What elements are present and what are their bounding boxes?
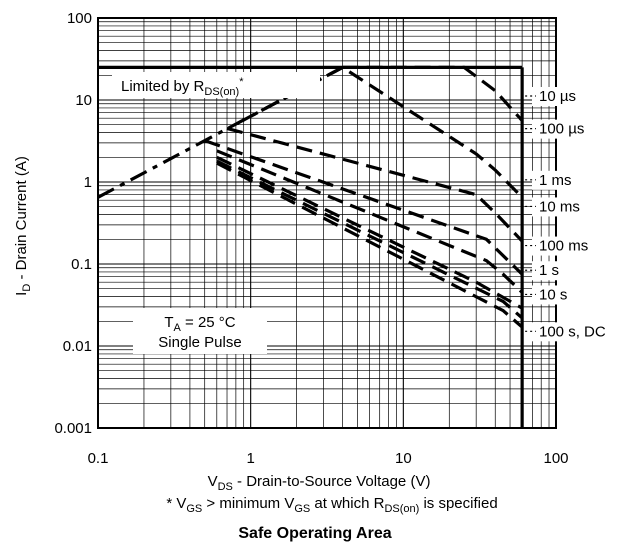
curve-label-bg — [532, 197, 620, 217]
chart-title: Safe Operating Area — [238, 525, 391, 542]
curve-label-bg — [532, 170, 620, 190]
soa-curve — [216, 159, 524, 320]
curve-label: 1 ms — [539, 172, 572, 189]
conditions-line1: TA = 25 °C — [164, 314, 235, 334]
curves — [97, 65, 524, 329]
curve-label: 100 ms — [539, 238, 588, 255]
footnote: * VGS > minimum VGS at which RDS(on) is … — [166, 495, 497, 515]
x-tick-label: 0.1 — [88, 450, 109, 467]
soa-curve — [216, 161, 524, 329]
y-axis-label: ID - Drain Current (A) — [13, 156, 33, 296]
limit-label-bg — [112, 72, 320, 98]
curve-label-bg — [532, 87, 620, 106]
curve-label: 10 µs — [539, 88, 576, 105]
conditions-line2: Single Pulse — [158, 334, 241, 351]
y-tick-label: 100 — [67, 10, 92, 27]
x-tick-label: 100 — [543, 450, 568, 467]
curve-labels: 10 µs 100 µs 1 ms 10 ms 100 ms 1 s 10 s 100 s, … — [525, 87, 620, 342]
soa-curve — [226, 126, 524, 243]
soa-curve — [204, 139, 524, 276]
curve-label: 1 s — [539, 262, 559, 279]
limit-lines — [98, 65, 524, 428]
x-axis-label: VDS - Drain-to-Source Voltage (V) — [208, 473, 431, 493]
y-tick-label: 10 — [75, 92, 92, 109]
y-tick-label: 0.001 — [54, 420, 92, 437]
curve-label: 100 s, DC — [539, 323, 606, 340]
tick-labels: 0.1 1 10 100 0.001 0.01 0.1 1 10 100 — [54, 10, 568, 467]
soa-curve — [216, 149, 524, 294]
y-tick-label: 0.01 — [63, 338, 92, 355]
rdson-limit-label: Limited by RDS(on)* — [121, 76, 244, 98]
curve-label-bg — [532, 285, 620, 305]
curve-label: 10 s — [539, 286, 567, 303]
y-tick-label: 0.1 — [71, 256, 92, 273]
curve-label-bg — [532, 322, 620, 342]
soa-curve — [216, 155, 523, 310]
x-tick-label: 10 — [395, 450, 412, 467]
y-tick-label: 1 — [84, 174, 92, 191]
conditions-bg — [133, 308, 267, 354]
curve-label: 10 ms — [539, 198, 580, 215]
x-tick-label: 1 — [246, 450, 254, 467]
soa-curve — [342, 65, 524, 122]
curve-label-bg — [532, 236, 620, 256]
curve-label-bg — [532, 261, 620, 281]
plot-frame — [97, 17, 557, 429]
curve-label: 100 µs — [539, 121, 584, 138]
curve-label-bg — [532, 119, 620, 139]
